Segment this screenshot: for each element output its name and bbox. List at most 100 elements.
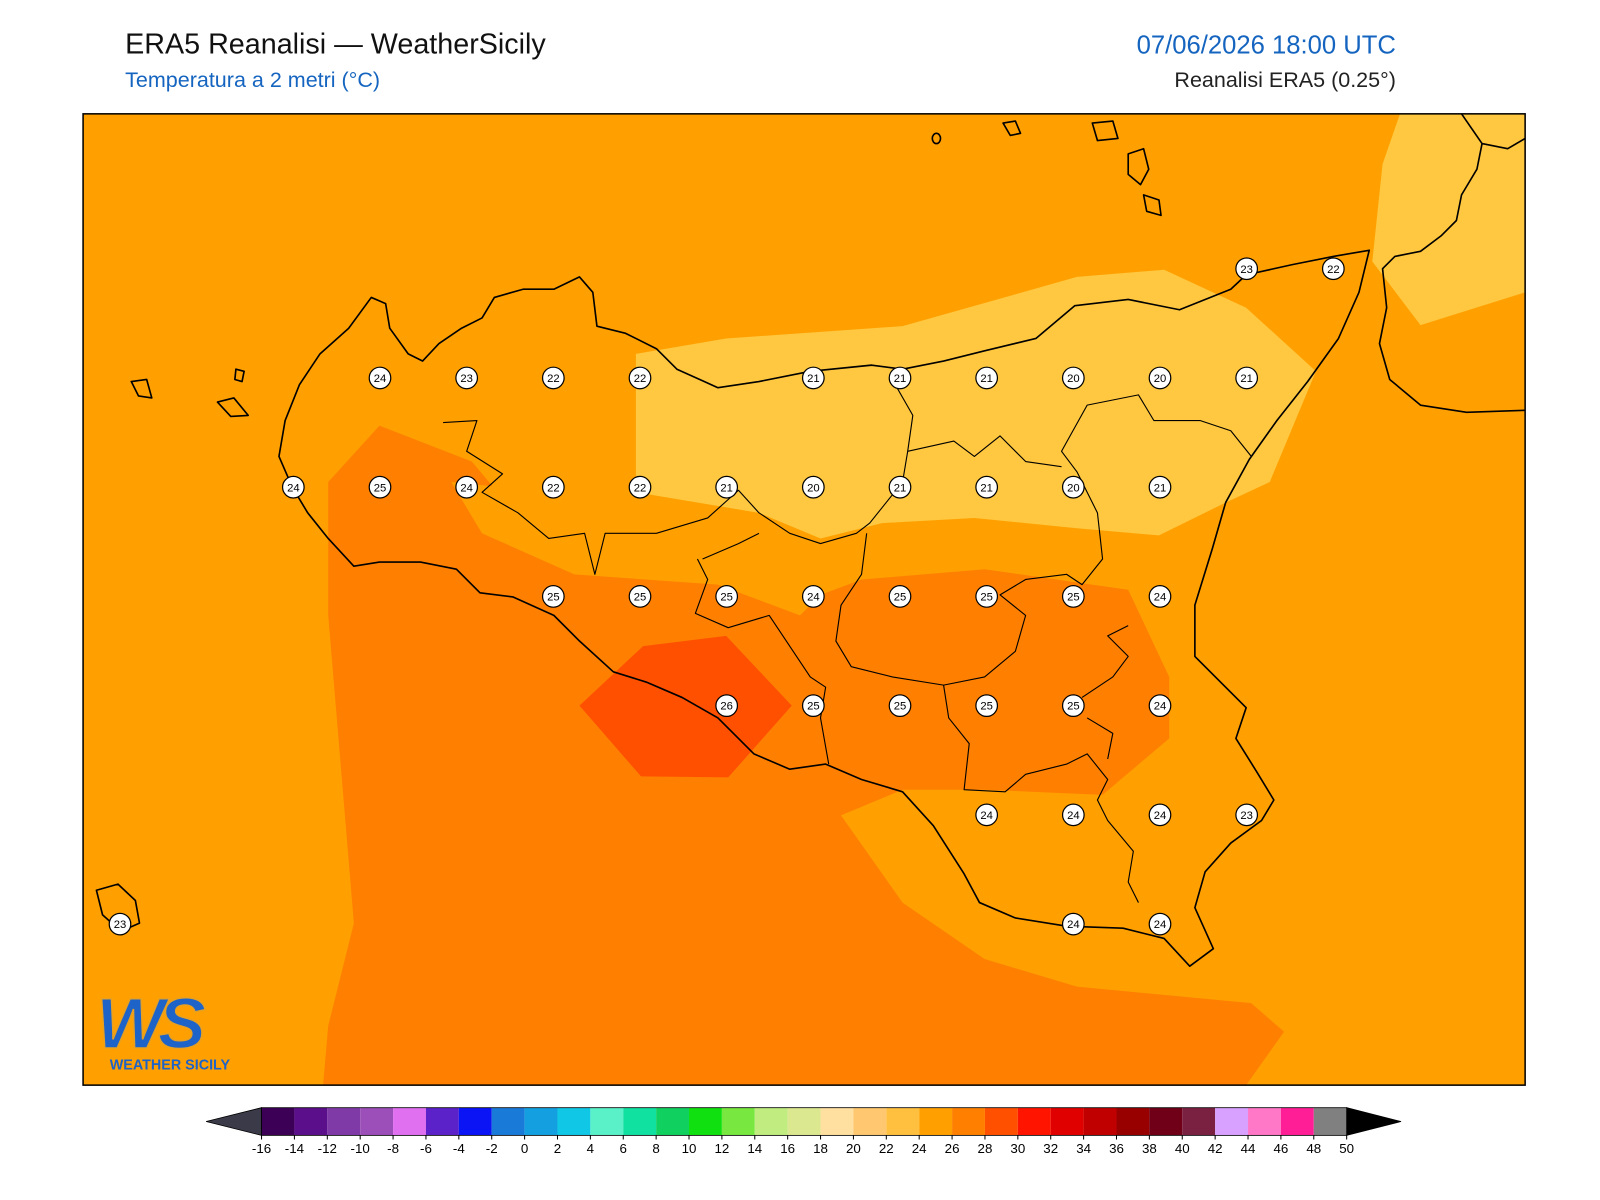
title: ERA5 Reanalisi — WeatherSicily [125,28,546,60]
logo-mark: WS [96,984,206,1064]
station: 21 [888,366,912,390]
station-value: 20 [1067,373,1080,385]
station-value: 20 [1154,373,1167,385]
station-marker [628,475,652,499]
station: 23 [455,366,479,390]
station-value: 21 [720,482,733,494]
islands [95,120,1162,933]
colorbar-box [590,1107,624,1136]
station-value: 23 [114,919,127,931]
station-marker [1061,694,1085,718]
station-value: 24 [1154,701,1167,713]
field-hot [579,635,792,778]
colorbar-box [1116,1107,1150,1136]
colorbar-tick-label: 14 [747,1141,762,1156]
colorbar-tick-label: 16 [780,1141,795,1156]
colorbar-tick-label: 38 [1142,1141,1157,1156]
colorbar-box [557,1107,591,1136]
station-marker [1235,257,1259,281]
colorbar-tick-label: 4 [587,1141,595,1156]
station-value: 25 [807,701,820,713]
colorbar-outline [261,1107,1348,1136]
station: 26 [715,694,739,718]
station-layer: 23 22 24 23 22 22 21 21 21 20 20 21 24 25 24 22 22 21 20 21… [108,257,1345,936]
station-marker [1148,475,1172,499]
map-frame [82,113,1526,1086]
colorbar-box [886,1107,920,1136]
station: 25 [801,694,825,718]
station-marker [975,803,999,827]
station-marker [1148,803,1172,827]
station-value: 24 [807,592,820,604]
station-value: 21 [980,482,993,494]
station: 23 [108,912,132,936]
colorbar-box [689,1107,722,1136]
station: 20 [1061,366,1085,390]
station-marker [975,694,999,718]
station-marker [888,366,912,390]
colorbar-box [327,1107,361,1136]
colorbar-box [984,1107,1018,1136]
station-value: 23 [460,373,473,385]
colorbar-box [721,1107,755,1136]
station-marker [888,694,912,718]
station: 25 [975,585,999,608]
station: 21 [888,475,912,499]
station-value: 25 [547,592,560,604]
station-marker [1061,475,1085,499]
station-marker [368,475,392,499]
station: 22 [628,475,652,499]
colorbar-over [1346,1107,1402,1136]
station-value: 21 [1154,482,1167,494]
station-marker [1061,803,1085,827]
station: 22 [541,366,565,390]
colorbar-box [1083,1107,1117,1136]
station-value: 24 [1154,592,1167,604]
station: 24 [1148,803,1172,827]
colorbar-box [919,1107,953,1136]
station-value: 24 [1154,919,1167,931]
colorbar-tick-label: -10 [351,1141,370,1156]
colorbar-tick-label: 36 [1109,1141,1124,1156]
map-area: 23 22 24 23 22 22 21 21 21 20 20 21 24 25 24 22 22 21 20 21… [83,113,1526,1086]
station: 24 [1148,585,1172,608]
colorbar-tick-label: -16 [252,1141,271,1156]
colorbar-box [491,1107,525,1136]
station-value: 20 [807,482,820,494]
colorbar-box [853,1107,887,1136]
colorbar-box [820,1107,854,1136]
colorbar-tick-label: 24 [912,1141,927,1156]
station: 21 [975,366,999,390]
station-value: 20 [1067,482,1080,494]
station: 25 [888,694,912,718]
logo: WS WEATHER SICILY [96,983,231,1073]
colorbar-tick-label: 30 [1010,1141,1025,1156]
colorbar-box [1248,1107,1281,1136]
colorbar-box [458,1107,492,1136]
station: 25 [1061,694,1085,718]
station-marker [801,475,825,499]
station-value: 22 [634,482,647,494]
station-value: 21 [980,373,993,385]
colorbar-box [425,1107,459,1136]
field-cool-ne [1372,113,1526,326]
station: 24 [1148,912,1172,936]
station: 25 [888,585,912,608]
colorbar-box [393,1107,426,1136]
station: 24 [975,803,999,827]
station-marker [1061,366,1085,390]
colorbar: -16 -14 -12 -10 -8 -6 -4 -2 0 2 4 6 8 10 12 14 16 18 20 22 2… [206,1107,1402,1156]
station: 20 [1061,475,1085,499]
station: 24 [1061,912,1085,936]
station-value: 25 [894,592,907,604]
colorbar-tick-label: 40 [1175,1141,1190,1156]
station-value: 22 [547,373,560,385]
field-warm [323,425,1285,1086]
station: 21 [801,366,825,390]
colorbar-box [1215,1107,1249,1136]
station-marker [1148,585,1172,608]
colorbar-tick-label: 28 [978,1141,993,1156]
station-marker [455,366,479,390]
station: 25 [368,475,392,499]
province-border [907,435,1139,903]
